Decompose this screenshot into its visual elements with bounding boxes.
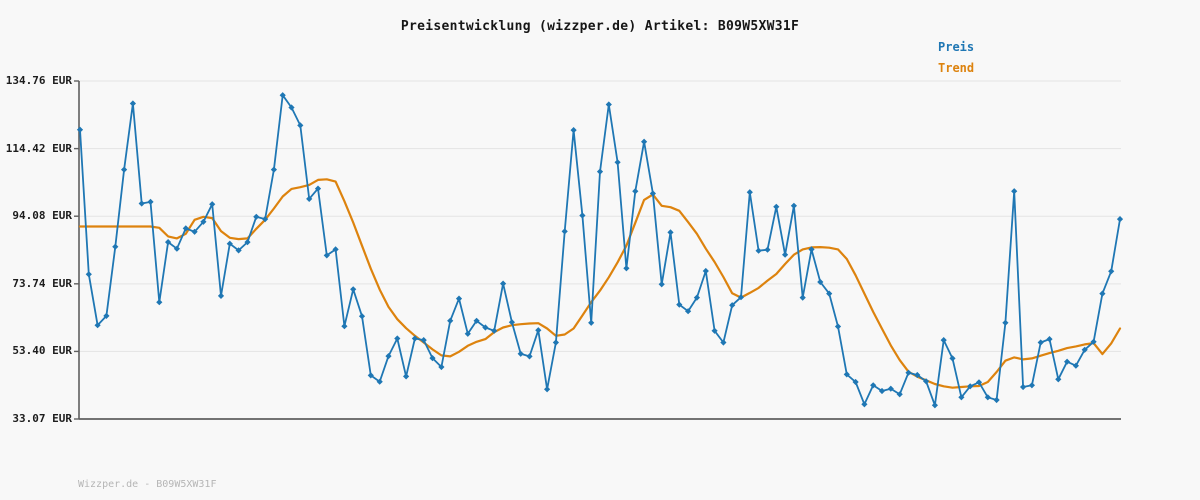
y-axis-label: 53.40 EUR bbox=[12, 344, 72, 358]
legend-entry-preis: Preis bbox=[938, 40, 975, 54]
y-axis-label: 73.74 EUR bbox=[12, 276, 72, 290]
y-axis-label: 134.76 EUR bbox=[5, 74, 72, 87]
y-axis-label: 94.08 EUR bbox=[12, 209, 72, 223]
legend-entry-trend: Trend bbox=[938, 61, 975, 75]
y-axis-label: 114.42 EUR bbox=[5, 141, 72, 155]
y-axis-label: 33.07 EUR bbox=[12, 412, 72, 425]
trend-line bbox=[78, 178, 1122, 389]
chart-title: Preisentwicklung (wizzper.de) Artikel: B… bbox=[400, 19, 800, 34]
price-markers bbox=[76, 92, 1124, 409]
watermark-text: Wizzper.de - B09W5XW31F bbox=[78, 479, 217, 490]
